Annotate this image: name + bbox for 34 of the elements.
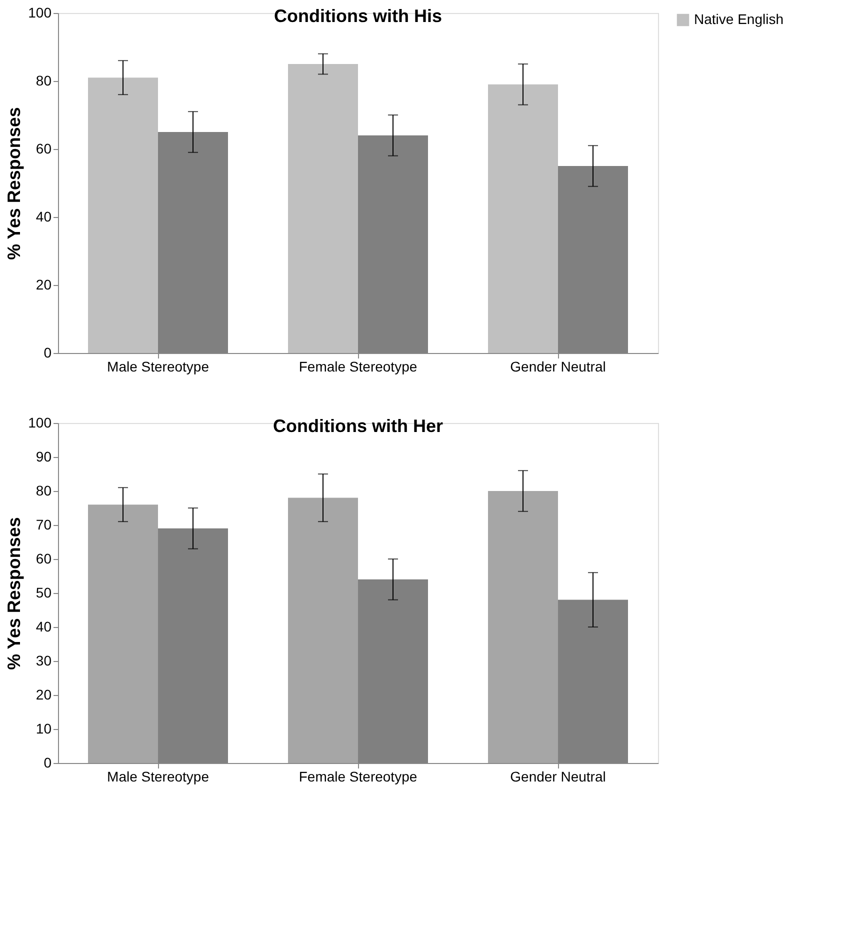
chart-title: Conditions with Her <box>273 416 443 436</box>
y-tick-label: 90 <box>36 448 52 464</box>
x-tick-label: Female Stereotype <box>298 768 418 784</box>
y-tick-label: 80 <box>36 482 52 498</box>
x-tick-label: Gender Neutral <box>510 358 606 374</box>
x-tick-label: Female Stereotype <box>298 358 418 374</box>
y-tick-label: 40 <box>36 618 52 634</box>
y-axis-title: % Yes Responses <box>4 517 24 670</box>
chart-title: Conditions with His <box>274 6 442 26</box>
y-tick-label: 50 <box>36 584 52 600</box>
y-tick-label: 0 <box>44 754 52 770</box>
y-tick-label: 70 <box>36 516 52 532</box>
bar <box>88 78 158 353</box>
bar <box>288 498 358 763</box>
y-tick-label: 30 <box>36 652 52 668</box>
x-tick-label: Male Stereotype <box>107 768 210 784</box>
x-tick-label: Male Stereotype <box>107 358 210 374</box>
bar <box>488 491 558 763</box>
bar <box>88 504 158 763</box>
legend-label: Native English <box>694 11 784 27</box>
y-tick-label: 0 <box>44 344 52 360</box>
y-tick-label: 20 <box>36 686 52 702</box>
y-tick-label: 100 <box>28 4 52 20</box>
y-tick-label: 20 <box>36 276 52 292</box>
y-tick-label: 80 <box>36 72 52 88</box>
y-tick-label: 60 <box>36 140 52 156</box>
y-tick-label: 10 <box>36 720 52 736</box>
bar <box>488 84 558 353</box>
y-tick-label: 40 <box>36 208 52 224</box>
bar <box>288 64 358 353</box>
y-axis-title: % Yes Responses <box>4 107 24 260</box>
y-tick-label: 60 <box>36 550 52 566</box>
y-tick-label: 100 <box>28 414 52 430</box>
x-tick-label: Gender Neutral <box>510 768 606 784</box>
